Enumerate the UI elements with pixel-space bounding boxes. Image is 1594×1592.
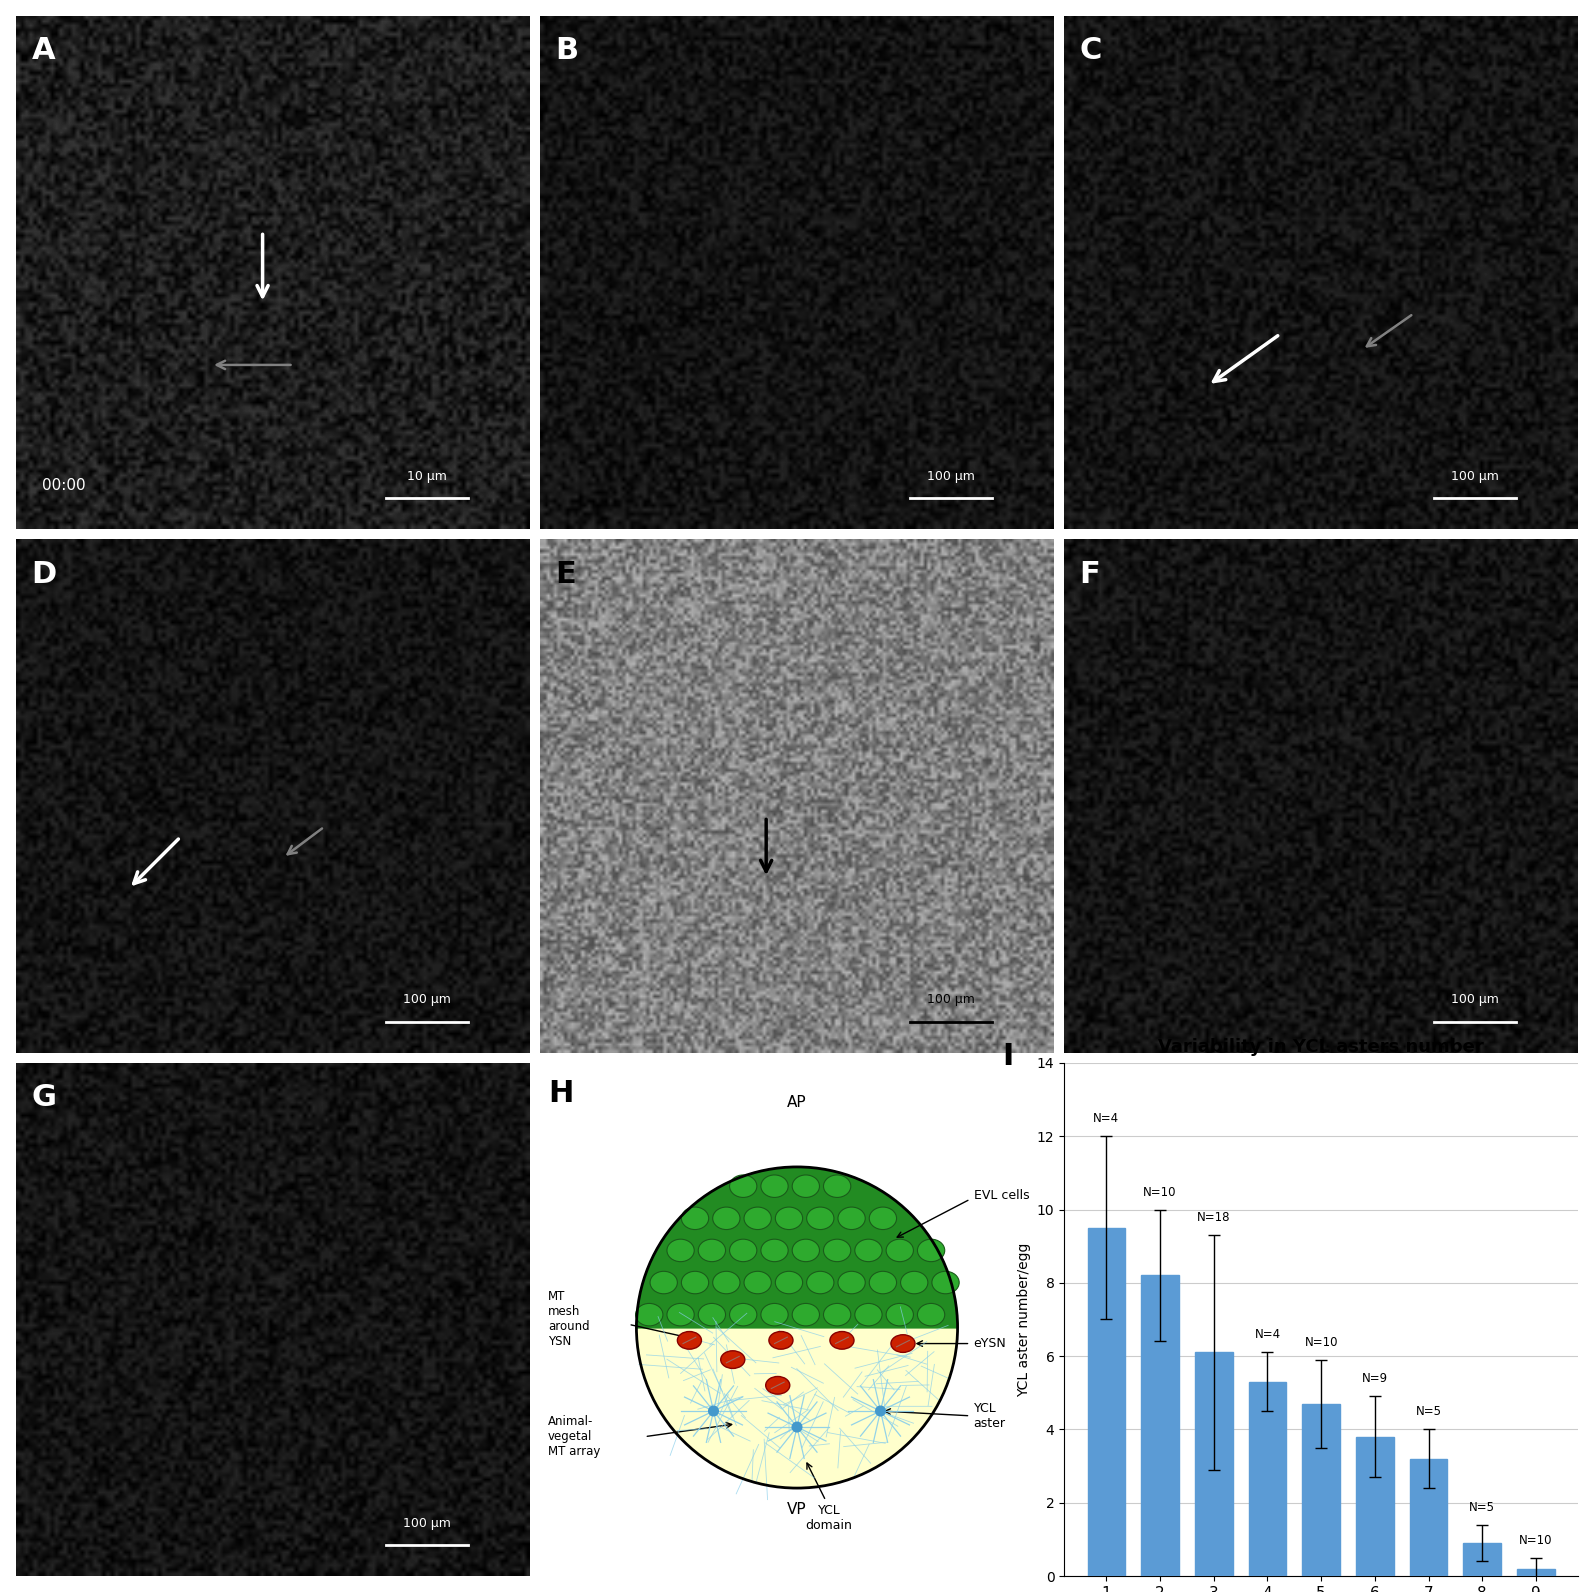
Ellipse shape — [775, 1272, 803, 1294]
Bar — [1409, 1458, 1447, 1576]
Ellipse shape — [698, 1304, 725, 1326]
Ellipse shape — [792, 1304, 819, 1326]
Ellipse shape — [891, 1334, 915, 1352]
Ellipse shape — [838, 1207, 866, 1229]
Ellipse shape — [830, 1331, 854, 1348]
Text: B: B — [555, 37, 579, 65]
Text: 100 μm: 100 μm — [1452, 993, 1500, 1006]
Ellipse shape — [824, 1175, 851, 1197]
Ellipse shape — [650, 1272, 677, 1294]
Bar — [1087, 1227, 1125, 1576]
Ellipse shape — [744, 1207, 771, 1229]
Ellipse shape — [901, 1272, 928, 1294]
Polygon shape — [636, 1167, 958, 1328]
Ellipse shape — [677, 1331, 701, 1348]
Ellipse shape — [720, 1350, 744, 1369]
Text: D: D — [32, 560, 57, 589]
Text: EVL cells: EVL cells — [974, 1189, 1030, 1202]
Text: I: I — [1003, 1043, 1014, 1071]
Text: C: C — [1079, 37, 1101, 65]
Text: 100 μm: 100 μm — [1452, 470, 1500, 482]
Ellipse shape — [838, 1272, 866, 1294]
Bar — [1356, 1436, 1393, 1576]
Circle shape — [709, 1406, 719, 1415]
Text: VP: VP — [787, 1501, 807, 1517]
Circle shape — [792, 1422, 802, 1431]
Ellipse shape — [713, 1207, 740, 1229]
Bar — [1196, 1353, 1232, 1576]
Text: N=4: N=4 — [1093, 1113, 1119, 1126]
Text: YCL
domain: YCL domain — [805, 1504, 853, 1532]
Ellipse shape — [730, 1304, 757, 1326]
Text: 100 μm: 100 μm — [928, 993, 976, 1006]
Ellipse shape — [760, 1175, 787, 1197]
Bar — [1302, 1404, 1341, 1576]
Ellipse shape — [775, 1207, 803, 1229]
Ellipse shape — [760, 1304, 787, 1326]
Ellipse shape — [886, 1304, 913, 1326]
Text: 100 μm: 100 μm — [403, 1517, 451, 1530]
Text: 100 μm: 100 μm — [928, 470, 976, 482]
Ellipse shape — [666, 1239, 695, 1262]
Ellipse shape — [765, 1377, 789, 1395]
Polygon shape — [636, 1328, 958, 1489]
Ellipse shape — [932, 1272, 960, 1294]
Ellipse shape — [792, 1175, 819, 1197]
Text: 10 μm: 10 μm — [406, 470, 446, 482]
Text: AP: AP — [787, 1095, 807, 1110]
Ellipse shape — [792, 1239, 819, 1262]
Ellipse shape — [636, 1304, 663, 1326]
Ellipse shape — [730, 1239, 757, 1262]
Ellipse shape — [869, 1207, 896, 1229]
Text: F: F — [1079, 560, 1100, 589]
Bar — [1517, 1568, 1554, 1576]
Text: N=9: N=9 — [1361, 1372, 1388, 1385]
Ellipse shape — [713, 1272, 740, 1294]
Text: N=10: N=10 — [1143, 1186, 1176, 1199]
Text: N=10: N=10 — [1519, 1533, 1553, 1547]
Ellipse shape — [681, 1272, 709, 1294]
Ellipse shape — [768, 1331, 792, 1348]
Text: H: H — [548, 1079, 574, 1108]
Ellipse shape — [744, 1272, 771, 1294]
Ellipse shape — [681, 1207, 709, 1229]
Bar — [1463, 1543, 1502, 1576]
Circle shape — [875, 1406, 885, 1415]
Text: G: G — [32, 1084, 56, 1113]
Title: Variability in YCL asters number: Variability in YCL asters number — [1159, 1038, 1484, 1055]
Ellipse shape — [918, 1239, 945, 1262]
Y-axis label: YCL aster number/egg: YCL aster number/egg — [1017, 1242, 1031, 1396]
Ellipse shape — [730, 1175, 757, 1197]
Bar — [1248, 1382, 1286, 1576]
Ellipse shape — [760, 1239, 787, 1262]
Text: N=10: N=10 — [1304, 1336, 1337, 1348]
Text: N=5: N=5 — [1470, 1501, 1495, 1514]
Text: N=4: N=4 — [1254, 1328, 1280, 1342]
Ellipse shape — [807, 1207, 834, 1229]
Ellipse shape — [698, 1239, 725, 1262]
Ellipse shape — [807, 1272, 834, 1294]
Text: eYSN: eYSN — [974, 1337, 1006, 1350]
Ellipse shape — [854, 1239, 881, 1262]
Text: 00:00: 00:00 — [41, 478, 84, 494]
Text: YCL
aster: YCL aster — [974, 1403, 1006, 1430]
Ellipse shape — [854, 1304, 881, 1326]
Text: N=18: N=18 — [1197, 1212, 1231, 1224]
Text: N=5: N=5 — [1415, 1406, 1441, 1418]
Ellipse shape — [869, 1272, 896, 1294]
Ellipse shape — [824, 1239, 851, 1262]
Bar — [1141, 1275, 1180, 1576]
Text: MT
mesh
around
YSN: MT mesh around YSN — [548, 1291, 590, 1348]
Ellipse shape — [886, 1239, 913, 1262]
Ellipse shape — [824, 1304, 851, 1326]
Text: Animal-
vegetal
MT array: Animal- vegetal MT array — [548, 1415, 601, 1458]
Text: E: E — [555, 560, 577, 589]
Text: A: A — [32, 37, 54, 65]
Ellipse shape — [666, 1304, 695, 1326]
Text: 100 μm: 100 μm — [403, 993, 451, 1006]
Ellipse shape — [918, 1304, 945, 1326]
